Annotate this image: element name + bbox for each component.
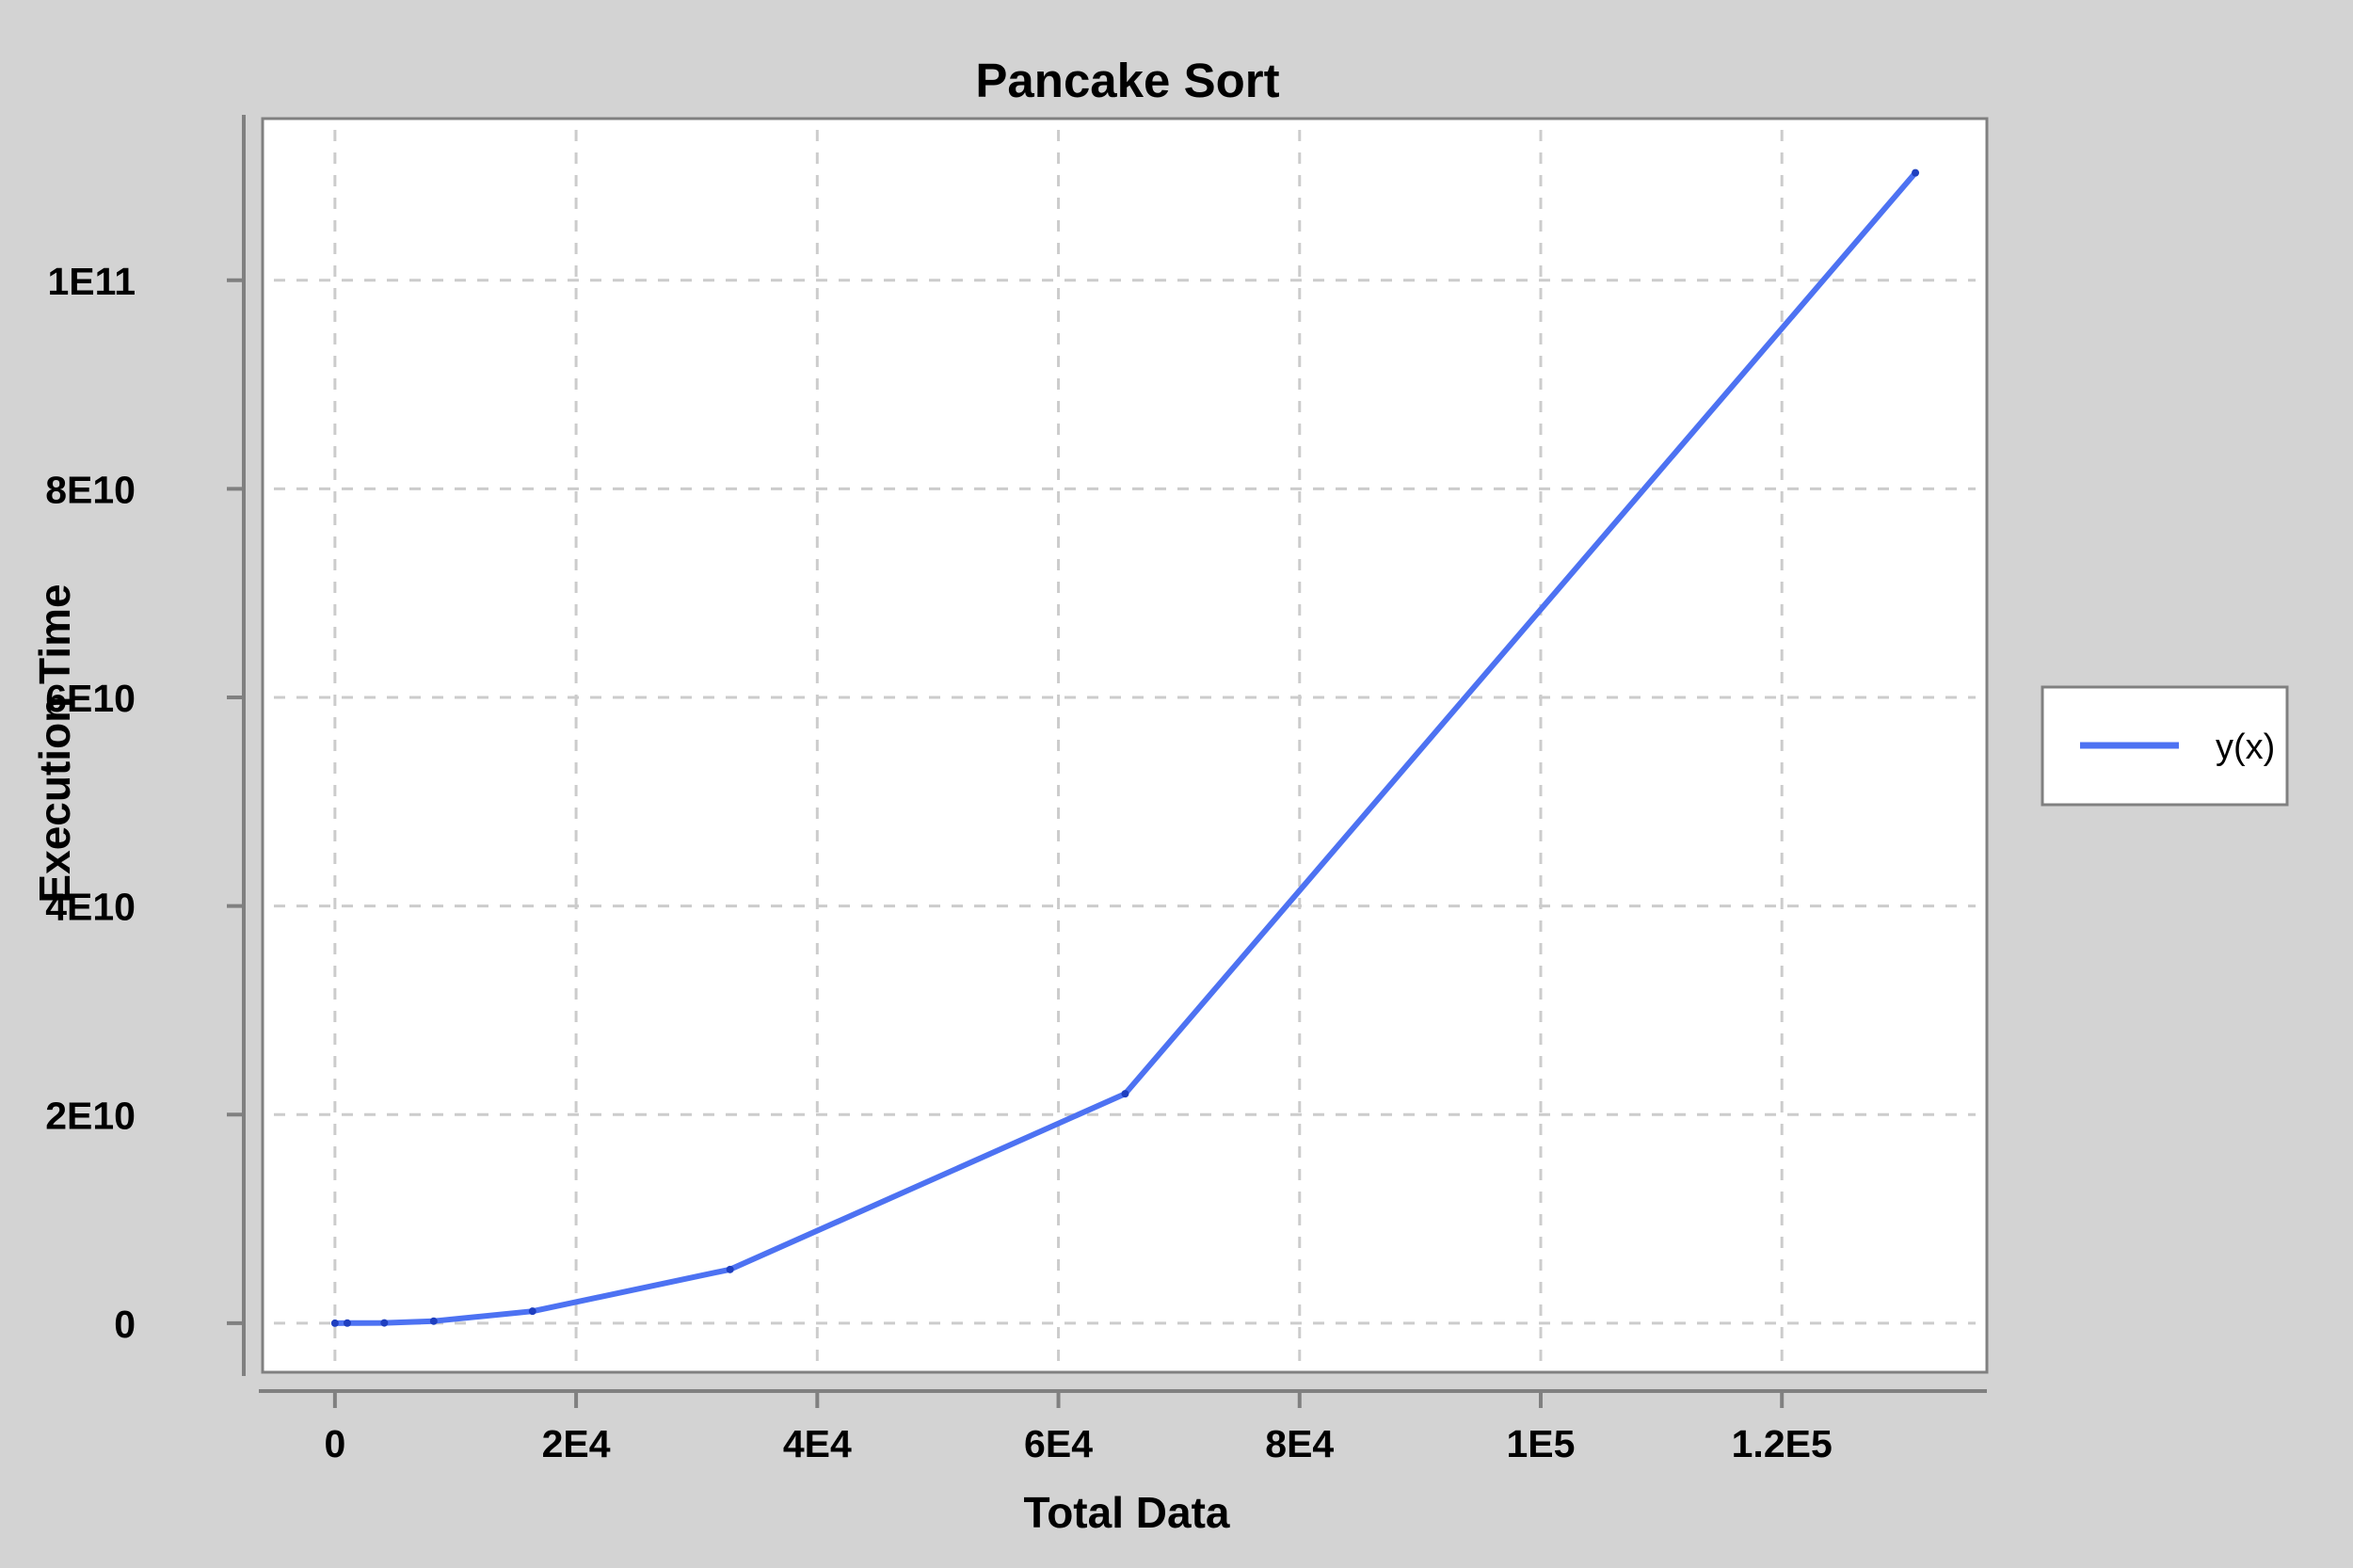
x-tick-label: 1E5 xyxy=(1507,1422,1576,1465)
grid xyxy=(274,130,1976,1361)
y-tick-label: 0 xyxy=(114,1303,136,1346)
series xyxy=(330,168,1920,1327)
x-tick-label: 2E4 xyxy=(542,1422,611,1465)
y-tick-label: 2E10 xyxy=(45,1094,136,1137)
y-tick-label: 8E10 xyxy=(45,468,136,511)
plot-area xyxy=(261,117,1989,1374)
data-point xyxy=(429,1317,438,1325)
x-tick-label: 4E4 xyxy=(783,1422,852,1465)
data-point xyxy=(726,1265,734,1273)
data-point xyxy=(330,1319,339,1327)
x-tick-label: 6E4 xyxy=(1024,1422,1093,1465)
legend: y(x) xyxy=(2041,685,2289,807)
data-point xyxy=(380,1319,389,1327)
y-tick-label: 6E10 xyxy=(45,677,136,720)
chart-title: Pancake Sort xyxy=(975,54,1279,107)
ticks: 0 2E4 4E4 6E4 8E4 1E5 1.2E5 0 2E10 4E10 6E10 8E10 1E… xyxy=(45,260,1833,1465)
series-line xyxy=(331,169,1919,1326)
data-point xyxy=(1912,168,1920,177)
y-tick-label: 1E11 xyxy=(48,260,136,303)
x-tick-label: 0 xyxy=(324,1422,345,1465)
data-point xyxy=(343,1319,351,1327)
data-point xyxy=(528,1307,536,1316)
y-axis-title: Execution Time xyxy=(30,584,79,903)
y-tick-label: 4E10 xyxy=(45,886,136,929)
data-point xyxy=(1121,1090,1129,1098)
x-tick-label: 1.2E5 xyxy=(1732,1422,1833,1465)
x-axis-title: Total Data xyxy=(1024,1488,1230,1537)
x-tick-label: 8E4 xyxy=(1265,1422,1334,1465)
legend-label: y(x) xyxy=(2216,728,2275,767)
